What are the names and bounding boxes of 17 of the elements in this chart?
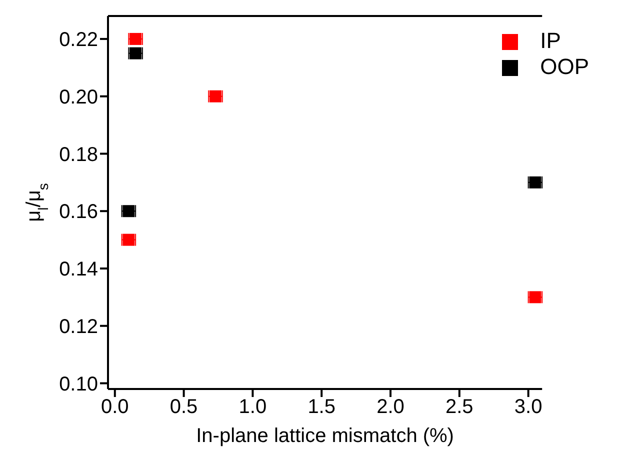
y-tick-label: 0.14 [59, 258, 98, 281]
y-tick-label: 0.10 [59, 373, 98, 396]
legend-label: OOP [540, 54, 589, 79]
x-tick-label: 2.5 [446, 396, 474, 418]
x-tick-label: 3.0 [514, 396, 542, 418]
x-axis-title: In-plane lattice mismatch (%) [196, 425, 454, 447]
y-tick-label: 0.12 [59, 316, 98, 338]
x-tick-label: 1.5 [308, 396, 336, 418]
x-tick-label: 0.0 [100, 396, 129, 418]
x-tick-label: 1.0 [238, 396, 267, 418]
x-tick-label: 0.5 [170, 396, 198, 418]
y-tick-label: 0.18 [59, 144, 98, 166]
legend-label: IP [540, 28, 561, 53]
x-tick-label: 2.0 [376, 396, 404, 418]
y-tick-label: 0.20 [59, 86, 98, 108]
y-tick-label: 0.16 [59, 201, 98, 224]
y-tick-label: 0.22 [59, 29, 98, 52]
